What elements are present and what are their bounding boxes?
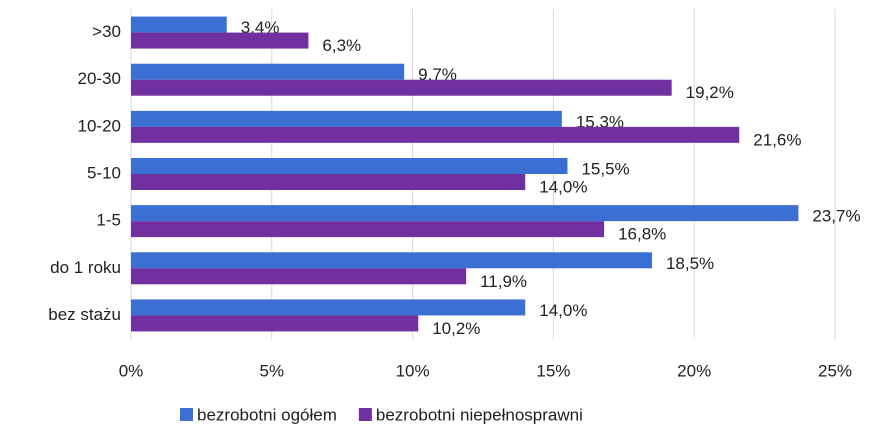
y-tick-label: 10-20 [78,116,121,135]
value-label: 14,0% [539,301,587,320]
value-label: 23,7% [812,207,860,226]
y-tick-label: do 1 roku [50,258,121,277]
y-tick-label: bez stażu [48,305,121,324]
bar [131,158,568,174]
legend-label: bezrobotni niepełnosprawni [376,405,583,424]
value-label: 10,2% [432,319,480,338]
bar [131,315,419,332]
x-tick-label: 25% [818,361,852,380]
bar [131,205,799,222]
value-label: 15,3% [576,112,624,131]
bar [131,299,526,316]
y-tick-label: 1-5 [96,211,121,230]
y-tick-label: 20-30 [78,69,121,88]
bar [131,252,652,269]
x-tick-label: 15% [536,361,570,380]
value-label: 15,5% [581,159,629,178]
value-label: 18,5% [666,254,714,273]
x-tick-label: 0% [119,361,144,380]
bar [131,32,309,49]
legend-label: bezrobotni ogółem [197,405,337,424]
y-tick-label: >30 [92,22,121,41]
value-label: 16,8% [618,225,666,244]
x-tick-label: 5% [260,361,285,380]
legend-swatch [358,408,372,421]
bar [131,79,672,96]
bar [131,126,740,143]
value-label: 19,2% [686,83,734,102]
value-label: 6,3% [322,36,361,55]
x-tick-label: 20% [677,361,711,380]
bar [131,268,467,285]
legend-swatch [180,408,193,421]
bar [131,221,605,238]
value-label: 3,4% [241,18,280,37]
value-label: 14,0% [539,177,587,196]
bar [131,174,526,190]
value-label: 11,9% [480,272,527,291]
value-label: 9,7% [418,65,457,84]
value-label: 21,6% [753,130,801,149]
x-tick-label: 10% [396,361,430,380]
bar [131,16,227,33]
y-tick-label: 5-10 [87,163,121,182]
bar [131,110,562,127]
bar [131,63,405,80]
